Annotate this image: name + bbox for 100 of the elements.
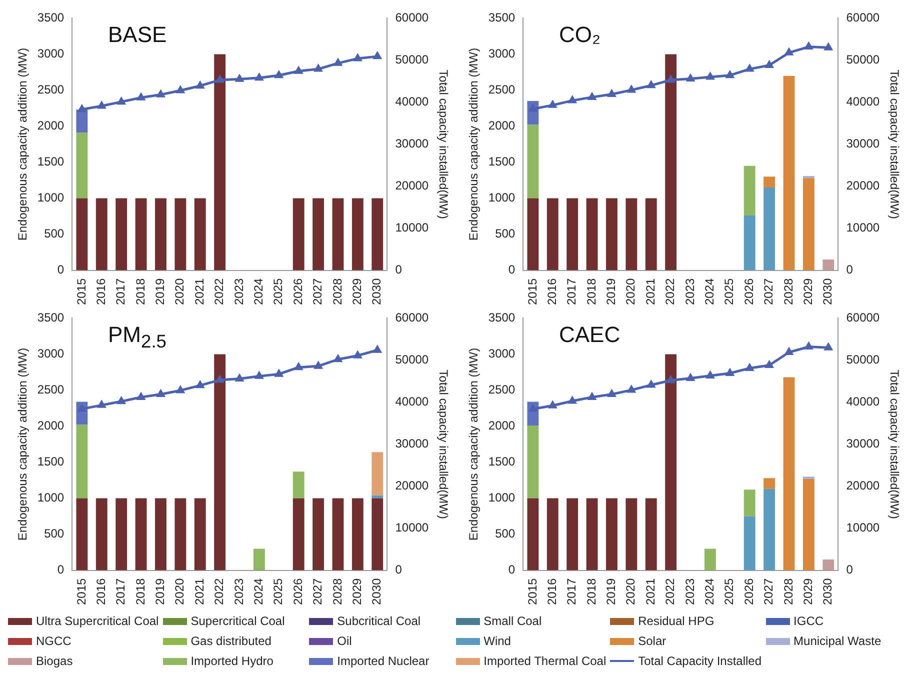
x-tick-label: 2027 — [310, 278, 325, 306]
x-tick-label: 2028 — [330, 578, 344, 606]
y2-tick-label: 30000 — [395, 136, 429, 151]
bar — [76, 424, 88, 498]
y-tick-label: 2500 — [37, 382, 64, 397]
y2-tick-label: 60000 — [395, 310, 429, 325]
bar — [764, 488, 776, 570]
x-tick-label: 2018 — [133, 278, 148, 306]
bar — [645, 198, 657, 270]
point — [706, 371, 714, 379]
bar — [292, 472, 304, 498]
x-tick-label: 2026 — [290, 278, 305, 306]
bar — [135, 198, 147, 270]
x-tick-label: 2024 — [702, 578, 717, 606]
y-tick-label: 0 — [508, 262, 516, 277]
bar — [645, 498, 657, 570]
x-tick-label: 2015 — [74, 578, 88, 606]
point — [156, 390, 165, 397]
point — [646, 380, 656, 388]
y2-tick-label: 60000 — [846, 310, 880, 325]
legend-label: Residual HPG — [638, 614, 714, 628]
y-axis-title: Endogenous capacity addition (MW) — [466, 48, 481, 241]
x-tick-label: 2023 — [232, 578, 246, 606]
legend-label: Total Capacity Installed — [638, 654, 762, 668]
y-tick-label: 500 — [495, 526, 516, 541]
bar — [744, 216, 756, 270]
x-tick-label: 2020 — [172, 278, 187, 306]
bar — [352, 498, 364, 570]
x-tick-label: 2030 — [370, 278, 384, 306]
point — [353, 350, 362, 358]
point — [353, 54, 362, 62]
point — [373, 345, 382, 353]
bar — [174, 498, 186, 570]
y2-tick-label: 20000 — [395, 178, 429, 193]
x-tick-label: 2023 — [232, 278, 246, 306]
y2-tick-label: 0 — [395, 262, 402, 277]
bar — [292, 198, 304, 270]
y2-tick-label: 10000 — [846, 220, 880, 235]
x-tick-label: 2030 — [820, 578, 835, 606]
x-tick-label: 2016 — [544, 278, 559, 306]
y-axis-title: Endogenous capacity addition (MW) — [16, 48, 30, 241]
x-tick-label: 2022 — [212, 578, 226, 606]
bar — [372, 495, 384, 498]
x-tick-label: 2030 — [370, 578, 384, 606]
x-tick-label: 2025 — [271, 278, 286, 306]
y2-tick-label: 30000 — [395, 436, 429, 451]
y-tick-label: 2000 — [488, 418, 516, 433]
legend-label: Solar — [638, 634, 666, 648]
point — [334, 58, 342, 66]
bar — [96, 498, 108, 570]
bar — [292, 498, 304, 570]
point — [627, 385, 636, 393]
y-tick-label: 1000 — [37, 490, 64, 505]
y2-tick-label: 0 — [846, 262, 854, 277]
x-tick-label: 2026 — [742, 578, 756, 606]
legend-label: Supercritical Coal — [190, 614, 285, 628]
x-tick-label: 2017 — [114, 578, 128, 606]
y2-tick-label: 30000 — [846, 136, 880, 151]
point — [706, 72, 714, 80]
x-tick-label: 2025 — [271, 578, 286, 606]
x-tick-label: 2017 — [564, 278, 579, 306]
point — [726, 368, 734, 376]
y-tick-label: 2000 — [37, 418, 64, 433]
y-axis-title: Endogenous capacity addition (MW) — [16, 348, 30, 541]
x-tick-label: 2023 — [682, 278, 697, 306]
bar — [135, 498, 147, 570]
y-tick-label: 3500 — [488, 10, 516, 25]
x-tick-label: 2021 — [643, 278, 658, 306]
x-tick-label: 2015 — [525, 578, 540, 606]
point — [568, 96, 577, 104]
x-tick-label: 2017 — [564, 578, 579, 606]
point — [254, 371, 264, 379]
point — [294, 66, 303, 74]
legend-label: Imported Nuclear — [337, 654, 430, 668]
bar — [802, 478, 814, 570]
point — [176, 86, 185, 94]
point — [314, 64, 323, 72]
y-tick-label: 2500 — [488, 82, 516, 97]
legend-label: Ultra Supercritical Coal — [36, 614, 159, 628]
point — [568, 396, 577, 404]
y-tick-label: 0 — [57, 562, 64, 577]
point — [726, 70, 734, 78]
bar — [253, 548, 265, 570]
x-tick-label: 2028 — [781, 278, 796, 306]
bar — [372, 452, 384, 496]
x-tick-label: 2019 — [604, 578, 618, 606]
y-tick-label: 3000 — [37, 346, 64, 361]
bar — [822, 260, 834, 270]
bar — [665, 354, 677, 570]
point — [274, 369, 284, 377]
y-tick-label: 1500 — [488, 454, 516, 469]
y2-tick-label: 0 — [395, 562, 402, 577]
y2-tick-label: 40000 — [395, 94, 429, 109]
legend-label: Subcritical Coal — [337, 614, 421, 628]
bar — [606, 498, 618, 570]
y2-tick-label: 10000 — [395, 220, 429, 235]
point — [686, 374, 695, 382]
y-tick-label: 1500 — [488, 154, 516, 169]
y-tick-label: 500 — [44, 526, 64, 541]
x-tick-label: 2016 — [544, 578, 559, 606]
